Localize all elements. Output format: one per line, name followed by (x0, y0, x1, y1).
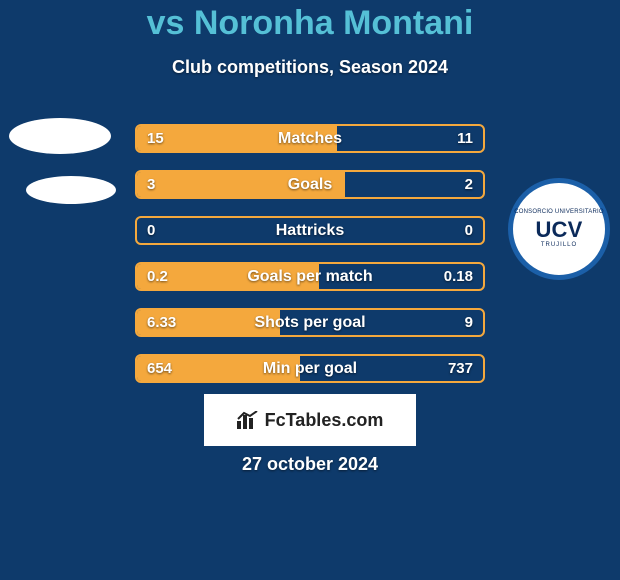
crest-text: CONSORCIO UNIVERSITARIO UCV TRUJILLO (514, 209, 604, 248)
stat-right-value: 9 (465, 310, 473, 335)
stat-row: 0Hattricks0 (135, 216, 485, 245)
stat-right-value: 0 (465, 218, 473, 243)
stat-left-value: 0 (147, 218, 155, 243)
subtitle: Club competitions, Season 2024 (0, 57, 620, 78)
stat-right-value: 737 (448, 356, 473, 381)
brand-chart-icon (237, 411, 259, 429)
stat-row: 654Min per goal737 (135, 354, 485, 383)
stat-left-value: 3 (147, 172, 155, 197)
stat-left-value: 654 (147, 356, 172, 381)
stat-label: Hattricks (137, 218, 483, 243)
stat-row: 15Matches11 (135, 124, 485, 153)
stat-row: 3Goals2 (135, 170, 485, 199)
stat-row: 0.2Goals per match0.18 (135, 262, 485, 291)
team-left-logo-1 (9, 118, 111, 154)
stat-right-value: 2 (465, 172, 473, 197)
crest-sub: TRUJILLO (514, 242, 604, 249)
crest-top: CONSORCIO UNIVERSITARIO (514, 209, 604, 215)
brand-badge: FcTables.com (204, 394, 416, 446)
stat-right-value: 11 (457, 126, 473, 151)
stat-left-value: 6.33 (147, 310, 176, 335)
stat-right-value: 0.18 (444, 264, 473, 289)
crest-main: UCV (514, 218, 604, 242)
stats-bars: 15Matches11 3Goals2 0Hattricks0 0.2Goals pe… (135, 124, 485, 400)
brand-text: FcTables.com (265, 410, 384, 431)
stat-left-value: 0.2 (147, 264, 168, 289)
stat-fill (137, 126, 337, 151)
comparison-card: vs Noronha Montani Club competitions, Se… (0, 0, 620, 580)
footer-date: 27 october 2024 (0, 454, 620, 475)
stat-left-value: 15 (147, 126, 164, 151)
team-left-logo-2 (26, 176, 116, 204)
team-right-logo: CONSORCIO UNIVERSITARIO UCV TRUJILLO (508, 178, 610, 280)
stat-fill (137, 172, 345, 197)
page-title: vs Noronha Montani (0, 0, 620, 43)
stat-row: 6.33Shots per goal9 (135, 308, 485, 337)
